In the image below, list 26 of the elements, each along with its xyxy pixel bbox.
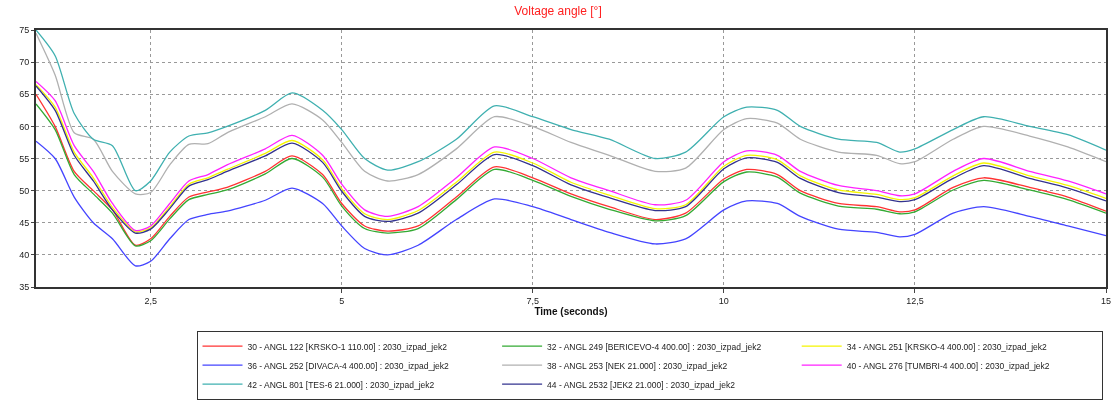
legend-label: 42 - ANGL 801 [TES-6 21.000] : 2030_izpad_jek2 [247,379,435,390]
y-tick-label: 75 [19,25,30,36]
y-tick-label: 35 [19,282,30,293]
x-tick-label: 10 [718,295,729,306]
y-tick-label: 70 [19,57,30,68]
legend-label: 40 - ANGL 276 [TUMBRI-4 400.00] : 2030_izpad_jek2 [846,360,1050,371]
x-tick-label: 15 [1100,295,1112,306]
x-tick-label: 5 [339,295,345,306]
x-axis-title: Time (seconds) [534,305,608,317]
legend-label: 34 - ANGL 251 [KRSKO-4 400.00] : 2030_izpad_jek2 [846,341,1048,352]
legend-label: 30 - ANGL 122 [KRSKO-1 110.00] : 2030_izpad_jek2 [247,341,448,352]
y-tick-label: 50 [19,185,30,196]
legend-label: 36 - ANGL 252 [DIVACA-4 400.00] : 2030_izpad_jek2 [247,360,450,371]
y-tick-label: 45 [19,217,30,228]
line-series [36,140,1106,267]
y-tick-label: 55 [19,153,30,164]
y-tick-label: 60 [19,121,30,132]
y-tick-label: 65 [19,89,30,100]
legend-label: 32 - ANGL 249 [BERICEVO-4 400.00] : 2030_izpad_jek2 [547,341,762,352]
chart-title: Voltage angle [°] [514,3,602,18]
x-tick-label: 12,5 [906,295,924,306]
x-tick-label: 7,5 [526,295,540,306]
y-tick-label: 40 [19,250,30,261]
legend-label: 44 - ANGL 2532 [JEK2 21.000] : 2030_izpad_jek2 [547,379,736,390]
legend-label: 38 - ANGL 253 [NEK 21.000] : 2030_izpad_jek2 [547,360,728,371]
x-tick-label: 2,5 [144,295,157,306]
